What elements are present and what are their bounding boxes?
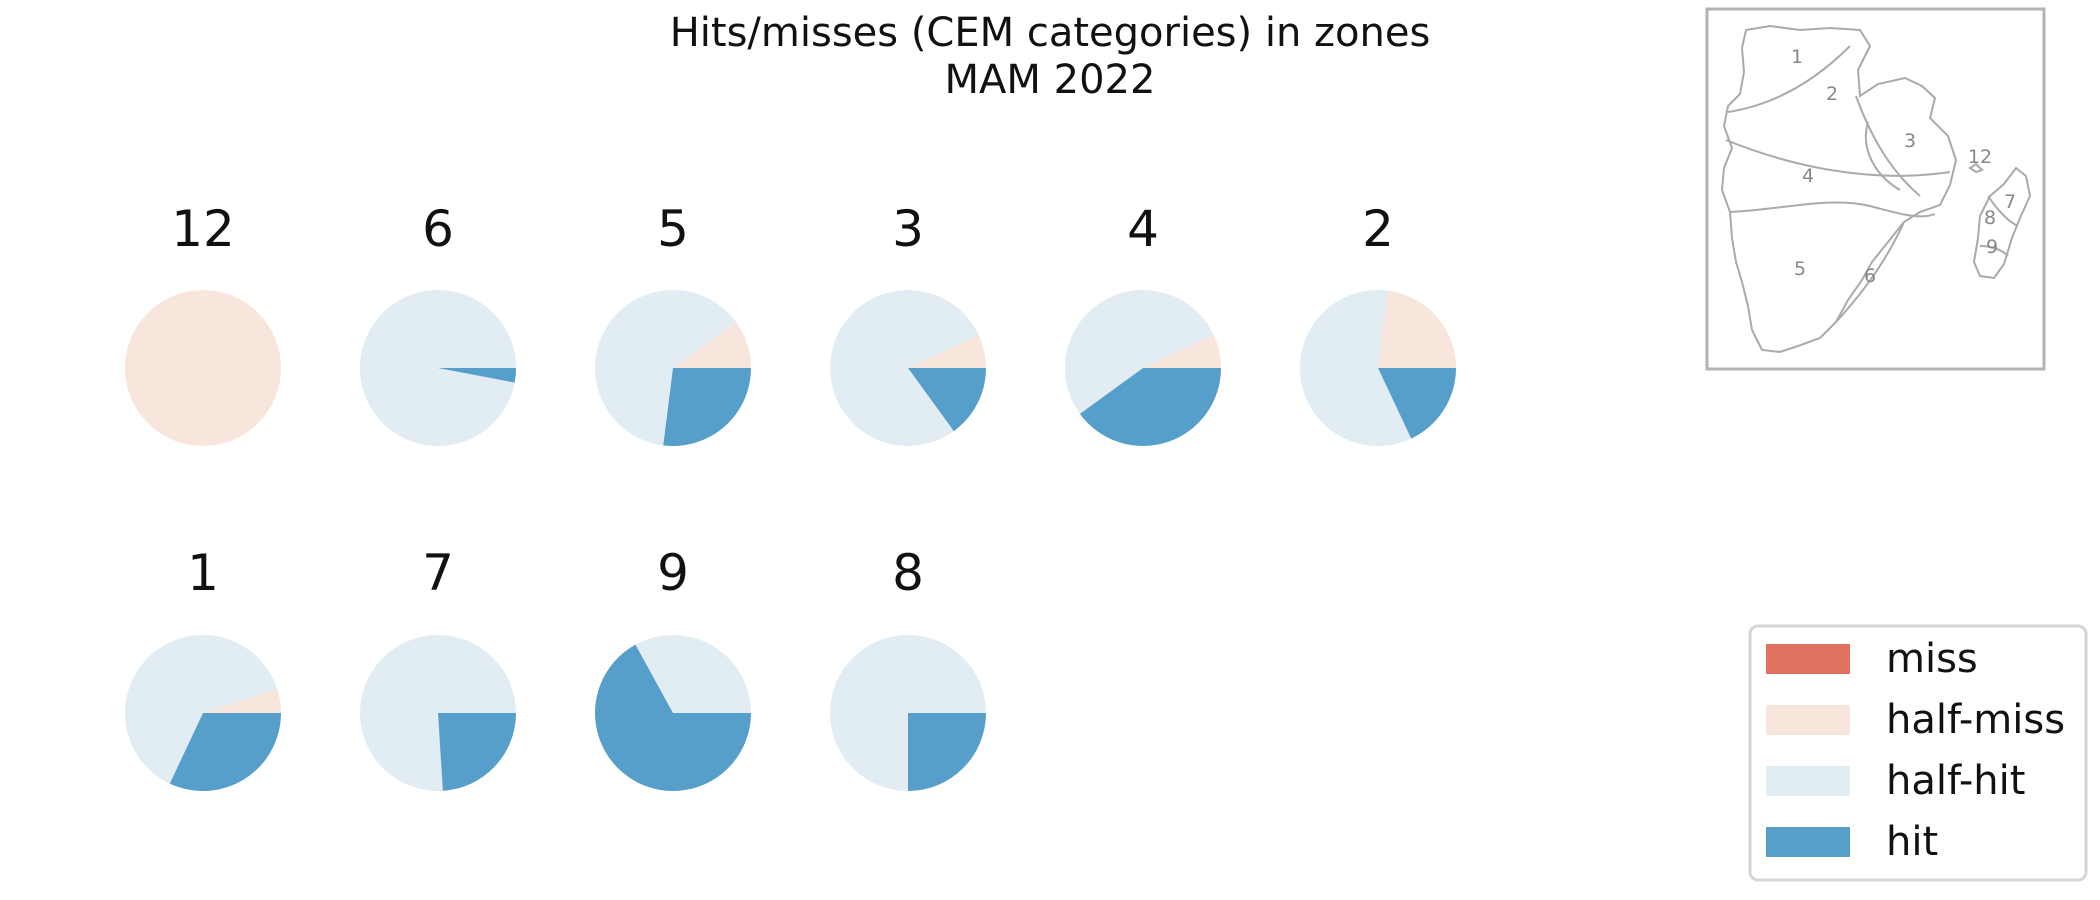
map-zone-label: 8 xyxy=(1984,207,1996,229)
legend-label: half-miss xyxy=(1886,697,2065,743)
pie-slice-half-miss xyxy=(1143,334,1221,368)
legend-label: miss xyxy=(1886,636,1978,682)
pie-title: 6 xyxy=(422,200,454,258)
map-zone-label: 1 xyxy=(1791,46,1803,68)
map-zone-label: 7 xyxy=(2004,191,2016,213)
pie-slice-hit xyxy=(438,368,516,383)
pie-zone-6: 6 xyxy=(360,200,516,447)
pie-slice-hit xyxy=(169,713,281,792)
zone-boundaries xyxy=(1725,45,1951,323)
legend-swatch xyxy=(1766,705,1850,735)
legend-item-hit: hit xyxy=(1766,819,1938,865)
pie-slice-half-miss xyxy=(673,322,751,368)
map-zone-label: 3 xyxy=(1904,130,1916,152)
pie-title: 12 xyxy=(171,200,235,258)
pie-title: 2 xyxy=(1362,200,1394,258)
pie-zone-5: 5 xyxy=(595,200,751,446)
pie-slice-half-hit xyxy=(830,290,979,446)
pie-slice-half-hit xyxy=(635,634,751,713)
legend-label: half-hit xyxy=(1886,758,2025,804)
map-zone-label: 4 xyxy=(1802,165,1814,187)
pie-slice-hit xyxy=(438,713,516,791)
pie-zone-4: 4 xyxy=(1065,200,1221,447)
pie-zone-8: 8 xyxy=(830,544,986,791)
legend: miss half-miss half-hit hit xyxy=(1748,624,2088,882)
pie-zone-2: 2 xyxy=(1300,200,1456,447)
pie-zone-12: 12 xyxy=(125,200,281,446)
pie-slice-half-miss xyxy=(203,688,281,713)
pie-title: 5 xyxy=(657,200,689,258)
legend-swatch xyxy=(1766,766,1850,796)
map-zone-label: 2 xyxy=(1826,83,1838,105)
legend-label: hit xyxy=(1886,819,1938,865)
chart-title: Hits/misses (CEM categories) in zones xyxy=(670,10,1431,56)
pie-slice-hit xyxy=(595,644,751,791)
pie-grid: 12 6 5 3 4 2 1 7 9 8 xyxy=(125,200,1456,792)
pie-slice-hit xyxy=(1378,368,1456,439)
pie-zone-3: 3 xyxy=(830,200,986,446)
pie-zone-1: 1 xyxy=(125,544,281,792)
pie-slice-half-hit xyxy=(360,290,516,447)
africa-outline xyxy=(1720,24,1958,354)
legend-item-miss: miss xyxy=(1766,636,1978,682)
legend-swatch xyxy=(1766,644,1850,674)
pie-slice-hit xyxy=(1079,368,1221,447)
pie-slice-half-miss xyxy=(908,334,986,368)
chart-subtitle: MAM 2022 xyxy=(945,57,1156,103)
pie-slice-hit xyxy=(663,368,751,446)
pie-title: 1 xyxy=(187,544,219,602)
pie-title: 7 xyxy=(422,544,454,602)
pie-slice-half-hit xyxy=(1300,290,1412,447)
legend-swatch xyxy=(1766,827,1850,857)
map-zone-label: 9 xyxy=(1986,236,1998,258)
pie-slice-half-hit xyxy=(125,635,278,784)
map-zone-label: 12 xyxy=(1968,146,1992,168)
pie-slice-half-miss xyxy=(125,290,281,446)
pie-slice-half-hit xyxy=(595,290,737,446)
legend-item-half-hit: half-hit xyxy=(1766,758,2025,804)
pie-title: 9 xyxy=(657,544,689,602)
pie-slice-half-miss xyxy=(1378,290,1456,368)
pie-title: 3 xyxy=(892,200,924,258)
map-zone-label: 5 xyxy=(1794,258,1806,280)
madagascar-outline xyxy=(1968,162,2032,280)
map-frame xyxy=(1705,7,2046,371)
pie-slice-hit xyxy=(908,368,986,432)
legend-frame xyxy=(1748,624,2088,882)
pie-title: 4 xyxy=(1127,200,1159,258)
pie-zone-7: 7 xyxy=(360,544,516,791)
pie-title: 8 xyxy=(892,544,924,602)
map-zone-label: 6 xyxy=(1864,265,1876,287)
pie-slice-half-hit xyxy=(1065,290,1214,414)
legend-item-half-miss: half-miss xyxy=(1766,697,2065,743)
pie-zone-9: 9 xyxy=(595,544,751,791)
pie-slice-hit xyxy=(908,713,986,791)
